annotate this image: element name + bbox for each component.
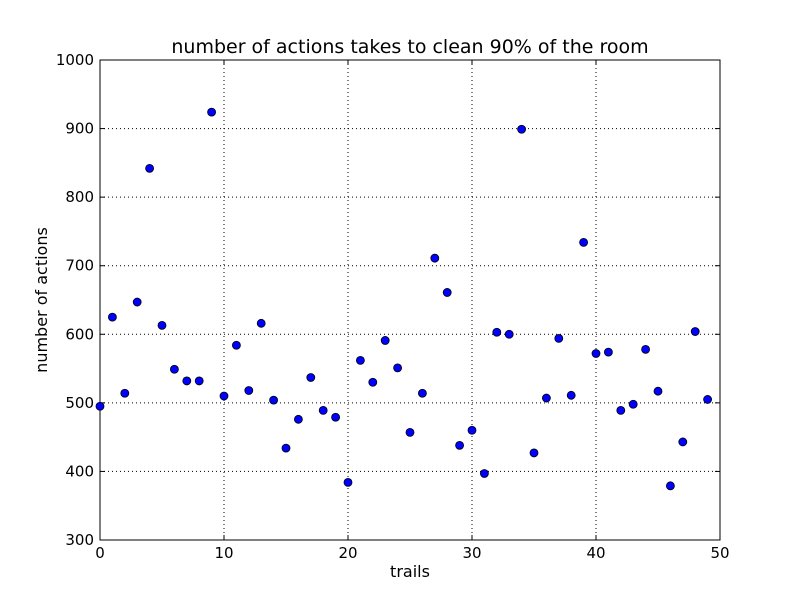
- data-point: [529, 448, 539, 458]
- y-axis-label: number of actions: [32, 227, 51, 373]
- data-point: [145, 163, 155, 173]
- x-tick-label: 40: [586, 544, 605, 562]
- data-point: [306, 373, 316, 382]
- chart-title: number of actions takes to clean 90% of …: [171, 36, 648, 58]
- data-point: [393, 363, 403, 373]
- data-point: [194, 376, 204, 386]
- data-point: [293, 414, 303, 424]
- data-point: [244, 386, 254, 395]
- data-point: [132, 297, 142, 307]
- y-tick-label: 700: [65, 257, 94, 275]
- data-point: [269, 395, 279, 405]
- data-point: [380, 336, 390, 345]
- x-tick-label: 30: [462, 544, 481, 562]
- plot-area-frame: [99, 59, 721, 541]
- y-tick-label: 1000: [56, 51, 94, 69]
- data-point: [256, 318, 266, 328]
- grid-layer: [100, 60, 720, 540]
- data-point: [492, 327, 502, 337]
- y-tick-label: 300: [65, 531, 94, 549]
- y-tick-label: 900: [65, 120, 94, 138]
- data-point: [430, 253, 440, 263]
- data-point: [157, 320, 167, 330]
- data-point: [467, 425, 477, 435]
- x-tick-label: 10: [214, 544, 233, 562]
- x-tick-label: 0: [95, 544, 105, 562]
- data-point: [591, 349, 601, 358]
- data-point: [355, 355, 365, 365]
- data-point: [120, 388, 130, 398]
- data-point: [417, 388, 427, 398]
- data-point: [455, 440, 465, 450]
- data-point: [504, 329, 514, 339]
- data-point: [331, 412, 341, 422]
- x-axis-label: trails: [390, 562, 430, 581]
- y-tick-label: 500: [65, 394, 94, 412]
- data-point: [641, 344, 650, 354]
- x-tick-label: 20: [338, 544, 357, 562]
- data-point: [579, 237, 588, 247]
- data-point: [542, 393, 551, 403]
- data-point: [169, 364, 179, 374]
- data-point: [343, 477, 353, 487]
- data-point: [207, 107, 217, 117]
- data-point: [182, 376, 192, 386]
- data-point: [604, 347, 613, 357]
- data-point: [517, 124, 526, 134]
- data-point: [703, 395, 712, 404]
- data-point: [653, 386, 663, 396]
- data-point: [690, 327, 700, 336]
- y-tick-label: 800: [65, 188, 94, 206]
- data-point: [219, 391, 229, 401]
- data-point: [405, 427, 415, 437]
- data-point: [442, 288, 452, 297]
- data-point: [678, 437, 688, 447]
- x-tick-label: 50: [710, 544, 729, 562]
- data-point: [554, 333, 564, 343]
- data-point: [231, 340, 241, 350]
- data-point: [628, 399, 638, 409]
- data-point: [616, 405, 626, 415]
- data-point: [479, 469, 489, 478]
- data-point: [318, 405, 328, 415]
- data-point: [566, 390, 576, 400]
- data-point: [666, 481, 675, 491]
- data-point: [108, 312, 117, 322]
- data-points-layer: [95, 107, 712, 491]
- data-point: [281, 443, 291, 453]
- y-tick-label: 400: [65, 462, 94, 480]
- y-tick-label: 600: [65, 325, 94, 343]
- data-point: [95, 401, 105, 411]
- tick-layer: 0 10 20 30 40 50 300 400 500 600 700 800 900 1000: [56, 51, 730, 562]
- data-point: [368, 377, 378, 387]
